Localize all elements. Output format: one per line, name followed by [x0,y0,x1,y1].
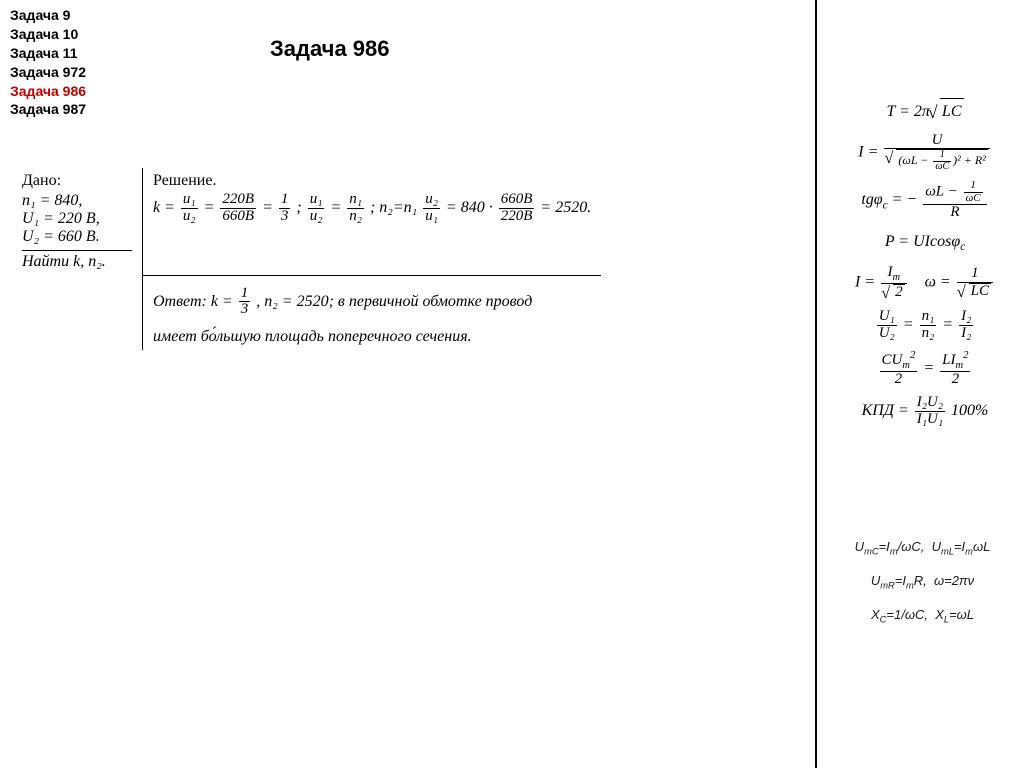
given-line: n₁ = 840, [22,192,132,210]
nav-item-active[interactable]: Задача 986 [10,82,86,101]
footnote-row: UmC=Im/ωC, UmL=ImωL [825,530,1020,564]
given-column: Дано: n₁ = 840, U₁ = 220 B, U₂ = 660 B. … [12,168,143,275]
nav-item[interactable]: Задача 9 [10,6,86,25]
nav-item[interactable]: Задача 10 [10,25,86,44]
nav-item[interactable]: Задача 972 [10,63,86,82]
task-nav: Задача 9 Задача 10 Задача 11 Задача 972 … [10,6,86,119]
formula-footnotes: UmC=Im/ωC, UmL=ImωL UmR=ImR, ω=2πν XC=1/… [825,530,1020,632]
find-label: Найти k, n₂. [22,250,132,271]
formula-I: I = U (ωL − 1ωC)² + R² [830,133,1020,173]
nav-item[interactable]: Задача 987 [10,100,86,119]
vertical-divider [815,0,817,768]
solution-label: Решение. [153,172,591,190]
formula-tg: tgφc = − ωL − 1ωC R [830,180,1020,221]
formula-I-omega: I = Im 2 ω = 1 LC [830,265,1020,301]
formula-T: T = 2πLC [830,98,1020,125]
formula-kpd: КПД = I₂U₂I₁U₁ 100% [830,395,1020,428]
formula-energy: CUm2 2 = LIm2 2 [830,350,1020,388]
given-line: U₁ = 220 B, [22,210,132,228]
page-title: Задача 986 [270,36,390,62]
solution-equation: k = u₁u₂ = 220B660B = 13 ; u₁u₂ = n₁n₂ ;… [153,192,591,225]
nav-item[interactable]: Задача 11 [10,44,86,63]
footnote-row: UmR=ImR, ω=2πν [825,564,1020,598]
answer-line: имеет бо́льшую площадь поперечного сечен… [153,318,591,346]
solution-column: Решение. k = u₁u₂ = 220B660B = 13 ; u₁u₂… [143,168,602,275]
given-line: U₂ = 660 B. [22,228,132,246]
problem-block: Дано: n₁ = 840, U₁ = 220 B, U₂ = 660 B. … [12,168,712,350]
answer-line: Ответ: k = 13 , n₂ = 2520; в первичной о… [153,280,591,319]
given-label: Дано: [22,172,132,190]
answer-cell: Ответ: k = 13 , n₂ = 2520; в первичной о… [143,275,602,350]
formula-ratio: U₁U₂ = n₁n₂ = I₂I₂ [830,309,1020,342]
footnote-row: XC=1/ωC, XL=ωL [825,598,1020,632]
formula-P: P = UIcosφc [830,229,1020,257]
formula-panel: T = 2πLC I = U (ωL − 1ωC)² + R² tgφc = −… [830,90,1020,436]
